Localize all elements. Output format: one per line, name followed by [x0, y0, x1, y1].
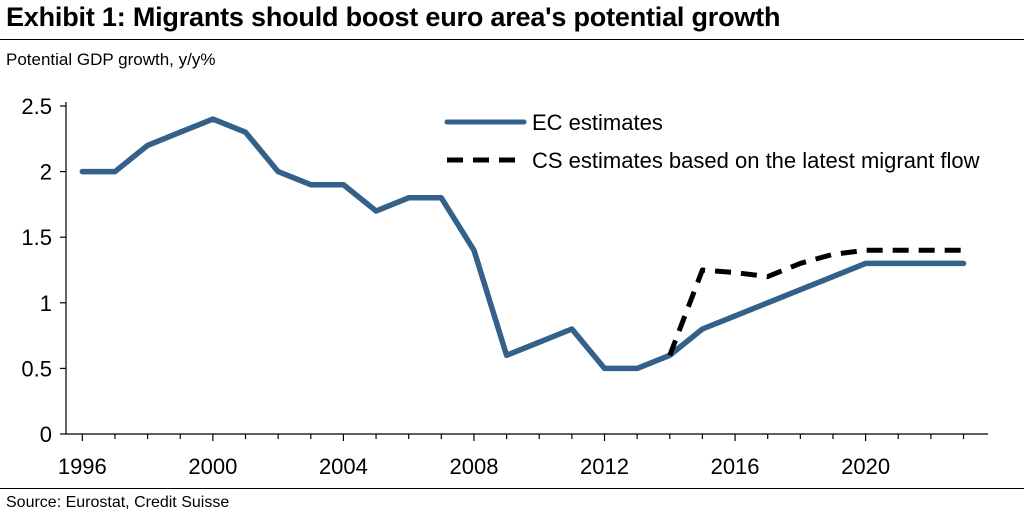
- chart-title: Exhibit 1: Migrants should boost euro ar…: [6, 2, 781, 32]
- y-tick-label: 1: [40, 291, 52, 316]
- chart-series: [79, 116, 967, 372]
- chart-legend: EC estimates CS estimates based on the la…: [444, 110, 980, 173]
- y-tick-label: 0: [40, 422, 52, 447]
- y-tick-label: 2.5: [21, 94, 52, 119]
- x-tick-label: 2004: [319, 454, 368, 479]
- x-tick-label: 2000: [188, 454, 237, 479]
- x-tick-label: 2016: [711, 454, 760, 479]
- x-tick-label: 2020: [841, 454, 890, 479]
- legend-label: CS estimates based on the latest migrant…: [532, 148, 980, 173]
- series-ec-estimates-line: [79, 116, 967, 372]
- series-cs-estimates-line: [667, 247, 964, 357]
- legend-label: EC estimates: [532, 110, 663, 135]
- title-divider: [0, 39, 1024, 40]
- source-note: Source: Eurostat, Credit Suisse: [6, 494, 230, 511]
- x-tick-label: 1996: [58, 454, 107, 479]
- y-tick-label: 0.5: [21, 356, 52, 381]
- source-divider: [0, 488, 1024, 489]
- x-tick-label: 2012: [580, 454, 629, 479]
- y-tick-label: 2: [40, 160, 52, 185]
- y-tick-label: 1.5: [21, 225, 52, 250]
- chart-axes: 0 0.5 1 1.5 2 2.5 1996 2000 2004 2008 2012 2016 2020: [21, 94, 988, 479]
- x-tick-label: 2008: [449, 454, 498, 479]
- y-axis-label: Potential GDP growth, y/y%: [6, 50, 216, 69]
